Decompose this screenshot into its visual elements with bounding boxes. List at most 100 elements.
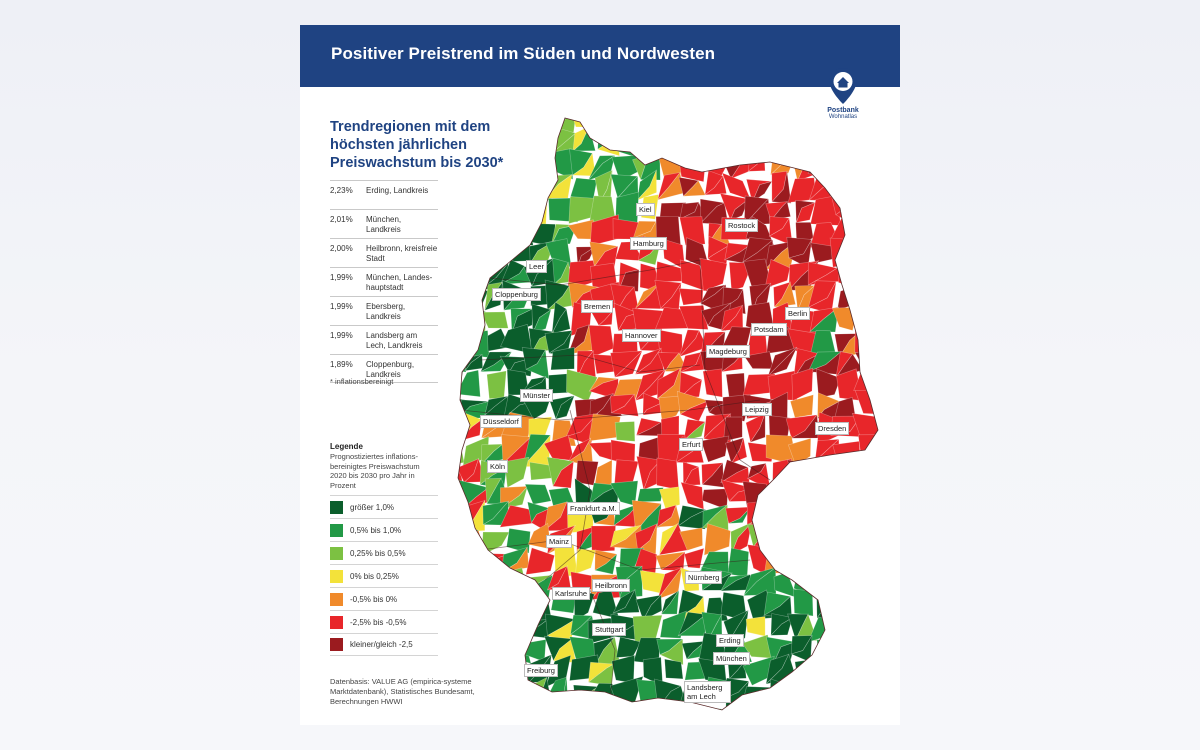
district-region	[656, 126, 684, 158]
district-region	[587, 702, 621, 710]
district-region	[458, 368, 465, 397]
district-region	[875, 657, 878, 681]
district-region	[881, 490, 897, 511]
district-region	[882, 462, 900, 487]
ranking-value: 1,99%	[330, 273, 353, 282]
ranking-value: 1,89%	[330, 360, 353, 369]
district-region	[766, 506, 797, 535]
district-region	[786, 483, 813, 509]
district-region	[458, 545, 464, 573]
district-region	[876, 118, 878, 137]
ranking-region: Cloppenburg, Landkreis	[366, 360, 415, 379]
district-region	[506, 118, 532, 133]
district-region	[854, 118, 878, 131]
district-region	[704, 175, 727, 196]
legend-label: kleiner/gleich -2,5	[350, 640, 413, 649]
legend-label: größer 1,0%	[350, 502, 395, 512]
district-region	[664, 703, 685, 710]
district-region	[458, 505, 460, 528]
district-region	[684, 547, 705, 569]
district-region	[499, 154, 531, 179]
district-region	[861, 264, 878, 291]
district-region	[701, 118, 732, 134]
district-region	[458, 635, 464, 656]
legend-label: 0% bis 0,25%	[350, 571, 399, 581]
legend-swatch	[330, 638, 343, 651]
district-region	[813, 456, 834, 489]
district-region	[808, 521, 840, 553]
district-region	[532, 130, 546, 157]
district-region	[637, 487, 664, 503]
district-region	[458, 352, 467, 371]
district-region	[874, 551, 878, 578]
district-region	[854, 132, 878, 150]
district-region	[458, 487, 460, 511]
district-region	[768, 217, 793, 247]
district-region	[524, 118, 556, 132]
district-region	[766, 486, 796, 505]
district-region	[856, 680, 878, 700]
district-region	[789, 135, 817, 159]
district-region	[458, 439, 461, 467]
district-region	[458, 149, 460, 178]
district-region	[875, 614, 878, 635]
district-region	[458, 173, 466, 195]
legend-item: größer 1,0%	[330, 495, 438, 518]
district-region	[832, 568, 859, 599]
state-border	[479, 539, 751, 571]
district-region	[704, 707, 723, 710]
district-region	[852, 698, 878, 710]
district-region	[459, 617, 490, 640]
district-region	[458, 118, 466, 136]
district-region	[597, 310, 614, 326]
district-region	[482, 678, 513, 704]
district-region	[813, 499, 832, 529]
district-region	[809, 702, 840, 710]
district-region	[856, 171, 878, 205]
district-region	[879, 238, 900, 269]
district-region	[786, 698, 812, 710]
ranking-value: 2,23%	[330, 186, 353, 195]
district-region	[816, 593, 838, 621]
district-region	[840, 118, 865, 133]
district-region	[440, 198, 456, 221]
footnote: * inflationsbereinigt	[330, 377, 394, 386]
district-region	[552, 698, 577, 710]
district-region	[458, 149, 461, 179]
district-region	[482, 633, 510, 664]
district-region	[817, 573, 839, 594]
district-region	[764, 258, 791, 289]
district-region	[769, 678, 796, 708]
district-region	[729, 134, 747, 159]
district-region	[458, 591, 464, 620]
district-region	[464, 126, 483, 159]
district-region	[882, 307, 899, 328]
district-region	[460, 529, 487, 556]
district-region	[587, 702, 620, 710]
district-region	[768, 118, 795, 135]
district-region	[486, 615, 510, 638]
district-region	[458, 677, 461, 710]
district-region	[832, 594, 865, 620]
district-region	[575, 460, 599, 486]
city-label-kiel: Kiel	[636, 203, 655, 216]
district-region	[855, 614, 878, 638]
district-region	[617, 702, 640, 710]
ranking-row: 1,99% Landsberg am Lech, Landkreis	[330, 325, 438, 354]
district-region	[856, 195, 878, 225]
district-region	[852, 457, 878, 485]
district-region	[458, 118, 488, 138]
district-region	[465, 552, 482, 579]
district-region	[660, 282, 682, 310]
district-region	[811, 544, 839, 573]
district-region	[679, 216, 706, 246]
district-region	[831, 551, 857, 571]
district-region	[567, 704, 593, 710]
district-region	[484, 126, 512, 154]
district-region	[533, 147, 555, 179]
district-region	[487, 573, 502, 600]
district-region	[876, 268, 878, 288]
district-region	[838, 523, 860, 556]
legend-item: -0,5% bis 0%	[330, 587, 438, 610]
city-label-koeln: Köln	[487, 460, 509, 473]
